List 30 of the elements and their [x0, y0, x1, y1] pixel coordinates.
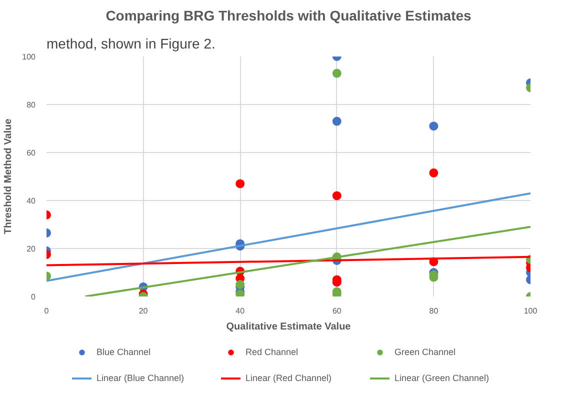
y-axis-title: Threshold Method Value: [3, 118, 14, 234]
text: method, shown in Figure 2.: [46, 36, 216, 52]
x-tick-label: 0: [44, 306, 50, 316]
point: [332, 68, 342, 78]
x-tick-label: 20: [138, 306, 148, 316]
legend-label: Linear (Green Channel): [394, 372, 490, 384]
legend-label: Blue Channel: [96, 346, 152, 358]
y-tick-label: 20: [26, 244, 36, 254]
point: [236, 179, 245, 188]
chart-title: Comparing BRG Thresholds with Qualitative Estimates: [106, 8, 472, 24]
legend-label: Green Channel: [394, 346, 457, 358]
x-tick-label: 60: [332, 306, 342, 316]
y-tick-label: 40: [26, 196, 36, 206]
legend-label: Linear (Red Channel): [246, 372, 333, 384]
x-tick-label: 40: [236, 306, 246, 316]
y-tick-label: 80: [26, 100, 36, 110]
x-tick-label: 100: [524, 306, 538, 316]
y-tick-label: 100: [22, 52, 36, 62]
legend-label: Red Channel: [246, 346, 300, 358]
point: [429, 122, 438, 131]
point: [332, 191, 342, 200]
point: [429, 168, 438, 178]
y-tick-label: 60: [26, 148, 36, 158]
point: [236, 280, 245, 289]
x-axis-title: Qualitative Estimate Value: [226, 322, 352, 332]
point: [332, 116, 342, 126]
y-tick-label: 0: [31, 292, 36, 302]
point: [236, 290, 245, 296]
legend-label: Linear (Blue Channel): [96, 372, 186, 384]
x-tick-label: 80: [429, 306, 439, 316]
